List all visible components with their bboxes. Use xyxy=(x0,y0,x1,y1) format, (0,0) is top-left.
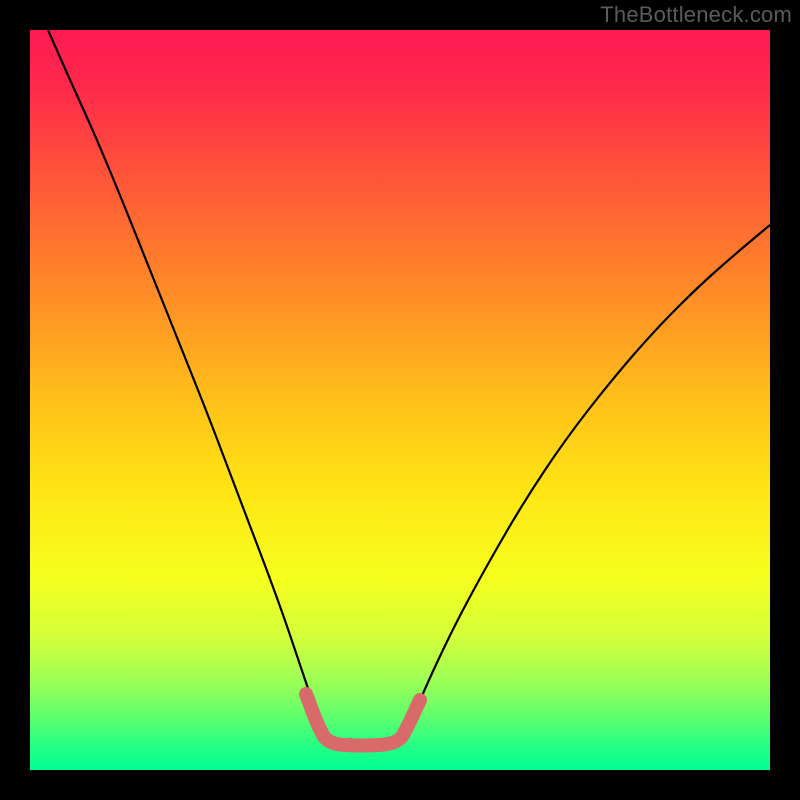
curve-overlay xyxy=(30,30,770,770)
optimal-range-highlight xyxy=(306,694,420,746)
chart-plot-area xyxy=(30,30,770,770)
bottleneck-v-curve xyxy=(48,30,770,745)
watermark-text: TheBottleneck.com xyxy=(600,2,792,28)
